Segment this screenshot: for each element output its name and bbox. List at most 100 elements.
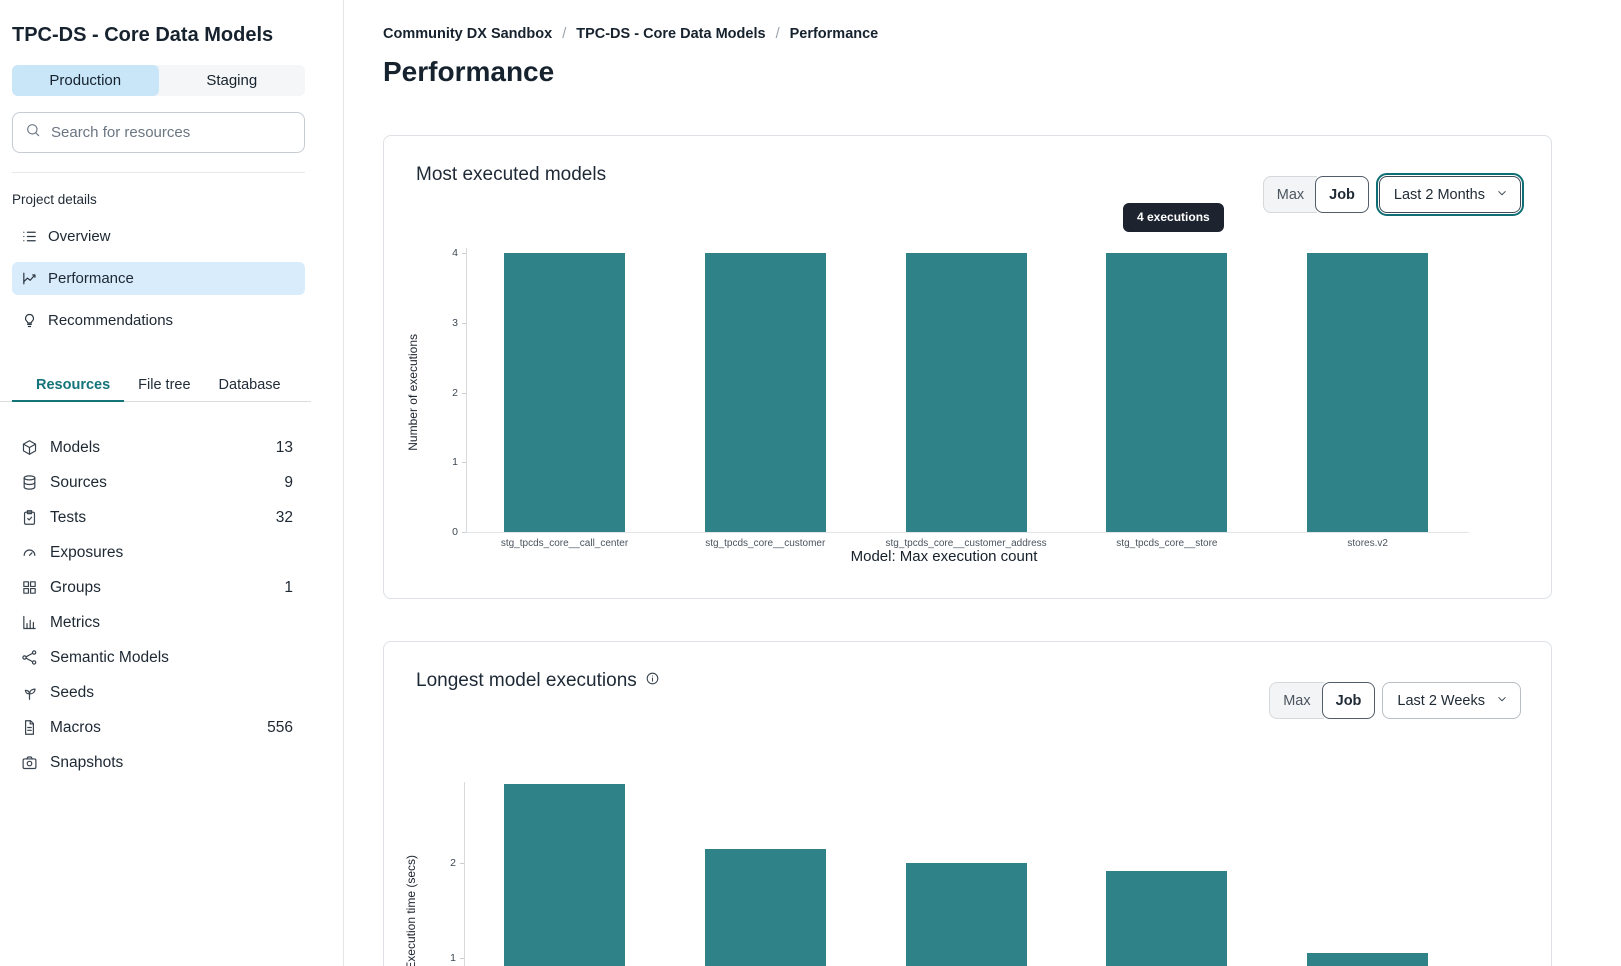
y-axis-line	[466, 248, 467, 532]
job-button[interactable]: Job	[1321, 682, 1376, 719]
resource-list: Models 13 Sources 9 Tests 32 Exposures Groups 1 M…	[12, 430, 293, 780]
environment-toggle: Production Staging	[12, 65, 305, 96]
y-tick-label: 1	[452, 456, 458, 469]
sprout-icon	[24, 688, 36, 700]
gauge-icon	[23, 549, 36, 556]
resource-count: 32	[275, 508, 293, 526]
max-button[interactable]: Max	[1269, 682, 1324, 719]
env-production-button[interactable]: Production	[12, 65, 159, 96]
page-title: Performance	[383, 56, 555, 87]
bar[interactable]	[905, 863, 1027, 966]
y-axis-line	[464, 782, 465, 966]
cube-icon	[22, 440, 37, 455]
x-axis-line	[466, 532, 1469, 533]
date-range-value: Last 2 Months	[1393, 186, 1485, 203]
y-tick-label: 2	[452, 386, 458, 399]
y-tick-mark	[462, 392, 466, 394]
env-staging-button[interactable]: Staging	[206, 72, 258, 89]
bar-chart-icon	[23, 615, 36, 630]
chevron-down-icon	[1498, 190, 1506, 195]
sidebar-item-label: Performance	[48, 270, 134, 287]
network-icon	[22, 650, 37, 665]
resource-row-semantic-models[interactable]: Semantic Models	[12, 640, 293, 675]
x-category-label: stg_tpcds_core__store	[1116, 538, 1218, 549]
sidebar-item-overview[interactable]: Overview	[12, 220, 305, 253]
y-tick-mark	[462, 532, 466, 533]
y-tick-mark	[460, 863, 464, 864]
bar[interactable]	[1106, 870, 1228, 966]
resource-label: Seeds	[50, 683, 94, 701]
most-executed-models-chart: 0 1 2 3 4 stg_tpcds_core__call_center stg_tpcd…	[384, 136, 1551, 598]
date-range-value: Last 2 Weeks	[1397, 692, 1485, 709]
bar[interactable]	[504, 253, 625, 532]
breadcrumb-item-community-dx-sandbox[interactable]: Community DX Sandbox	[383, 26, 553, 42]
resource-label: Snapshots	[50, 753, 124, 771]
resource-count: 1	[284, 578, 293, 596]
longest-model-executions-card: Longest model executions Max Job Last 2 …	[383, 641, 1552, 966]
resource-label: Sources	[50, 473, 107, 491]
tab-database[interactable]: Database	[218, 376, 281, 393]
info-icon	[646, 672, 659, 685]
project-details-heading: Project details	[12, 192, 97, 207]
date-range-select[interactable]: Last 2 Weeks	[1382, 682, 1521, 719]
bar[interactable]	[1307, 253, 1429, 532]
chart-controls: Max Job Last 2 Months	[1262, 173, 1524, 216]
bar[interactable]	[1106, 253, 1228, 532]
sidebar-divider	[12, 172, 305, 173]
database-icon	[23, 475, 36, 490]
resource-row-exposures[interactable]: Exposures	[12, 535, 293, 570]
resource-label: Metrics	[50, 613, 100, 631]
sidebar: TPC-DS - Core Data Models Production Sta…	[0, 0, 344, 966]
lightbulb-icon	[24, 313, 35, 328]
clipboard-check-icon	[23, 510, 36, 525]
max-job-toggle: Max Job	[1269, 682, 1376, 719]
bar[interactable]	[504, 784, 625, 966]
bar[interactable]	[704, 848, 826, 966]
x-axis-label: Model: Max execution count	[850, 548, 1038, 565]
search-icon	[27, 124, 40, 137]
resource-row-snapshots[interactable]: Snapshots	[12, 745, 293, 780]
y-tick-label: 4	[452, 247, 458, 259]
resource-row-seeds[interactable]: Seeds	[12, 675, 293, 710]
resource-row-metrics[interactable]: Metrics	[12, 605, 293, 640]
breadcrumb-separator: /	[775, 26, 780, 42]
resource-row-models[interactable]: Models 13	[12, 430, 293, 465]
bar[interactable]	[704, 253, 826, 532]
sidebar-item-label: Overview	[48, 228, 111, 245]
card-title: Most executed models	[416, 164, 606, 186]
resource-row-groups[interactable]: Groups 1	[12, 570, 293, 605]
project-details-nav: Overview Performance Recommendations	[12, 220, 305, 346]
card-title-text: Longest model executions	[416, 670, 637, 691]
sidebar-item-label: Recommendations	[48, 312, 174, 329]
date-range-select[interactable]: Last 2 Months	[1378, 176, 1521, 213]
resource-label: Macros	[50, 718, 101, 736]
breadcrumb-item-performance: Performance	[789, 26, 879, 42]
card-title-text: Most executed models	[416, 164, 607, 185]
resource-count: 9	[284, 473, 293, 491]
y-tick-mark	[460, 958, 464, 959]
breadcrumb-separator: /	[562, 26, 567, 42]
max-button[interactable]: Max	[1262, 176, 1318, 213]
x-category-label: stg_tpcds_core__customer	[705, 538, 826, 549]
sidebar-item-recommendations[interactable]: Recommendations	[12, 304, 305, 337]
main-content: Community DX Sandbox / TPC-DS - Core Data …	[345, 0, 1621, 966]
bar[interactable]	[1307, 953, 1429, 966]
tab-resources[interactable]: Resources	[12, 368, 125, 402]
resource-row-sources[interactable]: Sources 9	[12, 465, 293, 500]
resource-label: Groups	[50, 578, 101, 596]
file-icon	[25, 720, 34, 735]
y-tick-mark	[462, 253, 466, 254]
resource-label: Exposures	[50, 543, 124, 561]
search-input[interactable]	[51, 124, 292, 141]
x-category-label: stg_tpcds_core__call_center	[500, 538, 629, 549]
resource-row-macros[interactable]: Macros 556	[12, 710, 293, 745]
bar[interactable]	[905, 253, 1027, 532]
y-tick-label: 2	[450, 857, 456, 869]
resource-row-tests[interactable]: Tests 32	[12, 500, 293, 535]
job-button[interactable]: Job	[1315, 176, 1369, 213]
card-title: Longest model executions	[416, 670, 660, 692]
sidebar-item-performance[interactable]: Performance	[12, 262, 305, 295]
tab-file-tree[interactable]: File tree	[138, 376, 191, 393]
breadcrumb-item-tpc-ds-core-data-models[interactable]: TPC-DS - Core Data Models	[576, 26, 766, 42]
